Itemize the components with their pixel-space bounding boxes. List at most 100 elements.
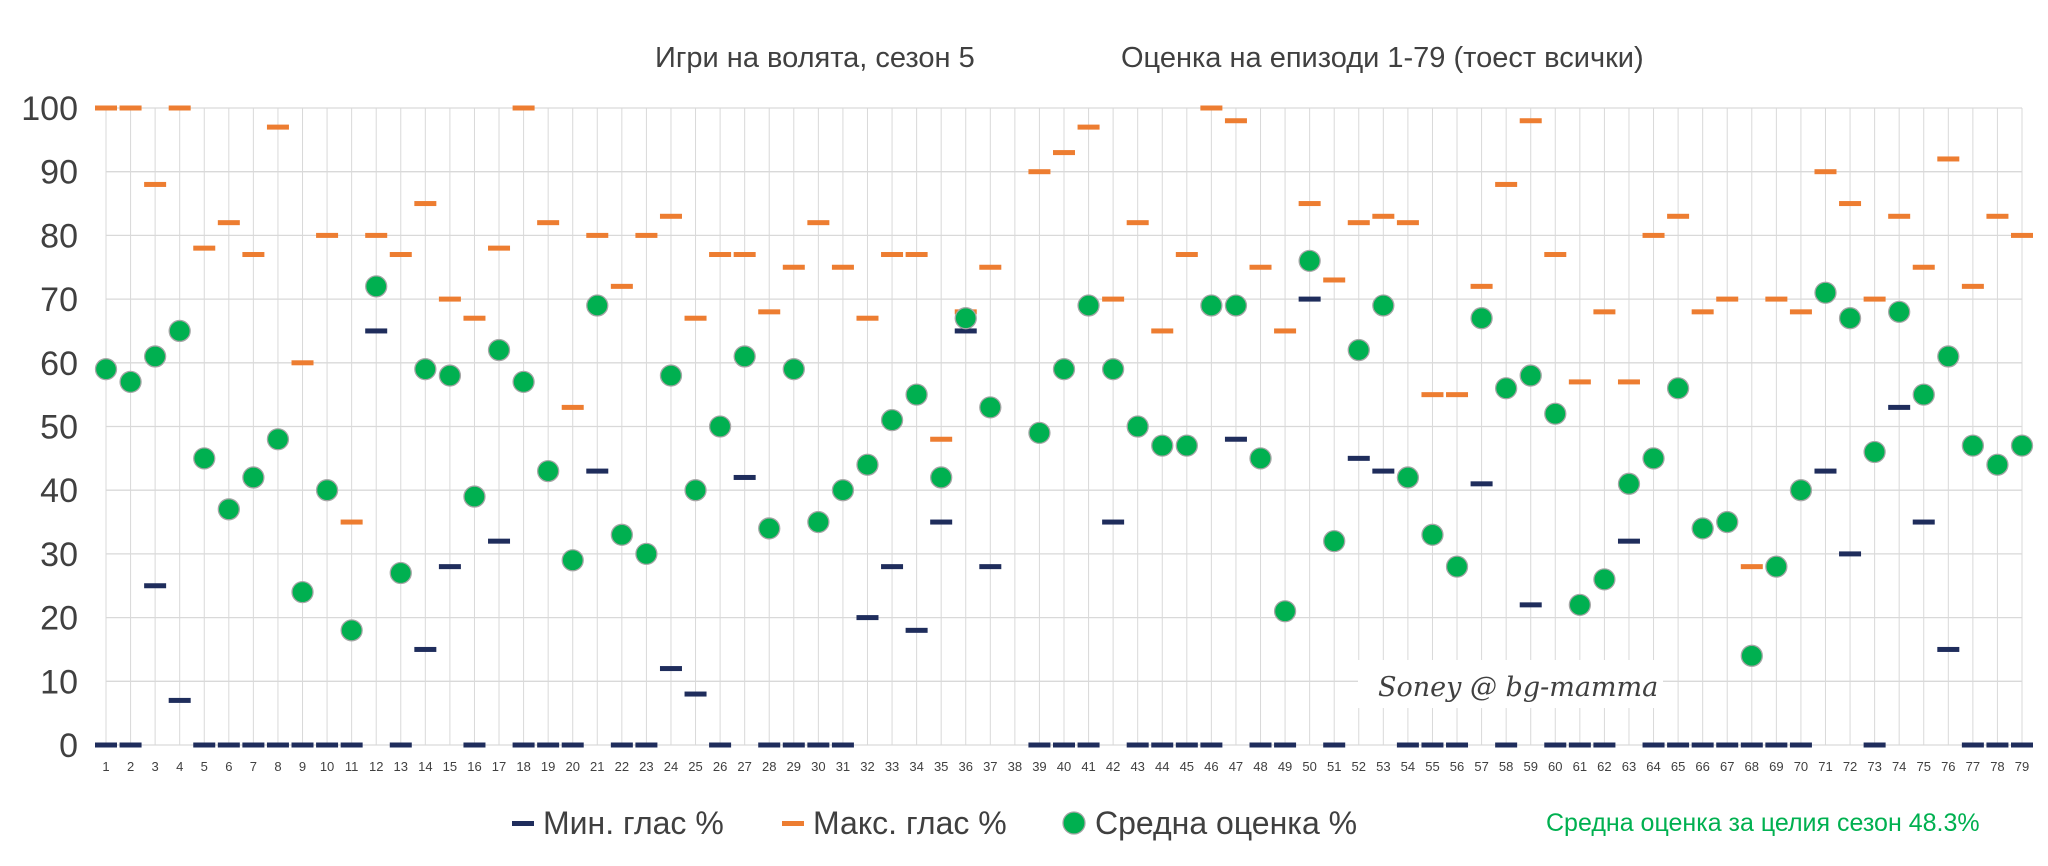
x-tick-label: 48 bbox=[1253, 759, 1267, 774]
average-rating-point bbox=[1740, 644, 1763, 667]
min-vote-marker bbox=[1175, 742, 1198, 748]
average-rating-point bbox=[1249, 447, 1272, 470]
min-vote-marker bbox=[1937, 646, 1960, 652]
y-tick-label: 40 bbox=[40, 472, 78, 510]
min-vote-marker bbox=[684, 691, 707, 697]
x-tick-label: 65 bbox=[1671, 759, 1685, 774]
average-rating-point bbox=[1568, 593, 1591, 617]
max-vote-marker bbox=[1593, 309, 1616, 315]
x-tick-label: 61 bbox=[1573, 759, 1587, 774]
max-vote-marker bbox=[242, 252, 265, 258]
x-tick-label: 6 bbox=[225, 759, 232, 774]
average-rating-point bbox=[1421, 523, 1444, 546]
max-vote-marker bbox=[561, 404, 584, 410]
x-tick-label: 60 bbox=[1548, 759, 1562, 774]
x-tick-label: 56 bbox=[1450, 759, 1464, 774]
legend-min-marker bbox=[512, 821, 534, 826]
max-vote-marker bbox=[709, 252, 732, 258]
x-tick-label: 44 bbox=[1155, 759, 1169, 774]
min-vote-marker bbox=[512, 742, 535, 748]
x-tick-label: 3 bbox=[152, 759, 159, 774]
season-average-note: Средна оценка за целия сезон 48.3% bbox=[1546, 809, 1980, 837]
average-rating-point bbox=[1495, 377, 1518, 400]
y-tick-label: 60 bbox=[40, 345, 78, 383]
max-vote-marker bbox=[389, 252, 412, 258]
x-tick-label: 24 bbox=[664, 759, 678, 774]
x-tick-label: 28 bbox=[762, 759, 776, 774]
x-tick-label: 68 bbox=[1745, 759, 1759, 774]
min-vote-marker bbox=[217, 742, 240, 748]
chart-title-show: Игри на волята, сезон 5 bbox=[655, 42, 975, 74]
max-vote-marker bbox=[1519, 118, 1542, 124]
legend-avg-marker bbox=[1062, 811, 1086, 835]
min-vote-marker bbox=[659, 666, 682, 672]
max-vote-marker bbox=[119, 105, 142, 111]
min-vote-marker bbox=[831, 742, 854, 748]
x-tick-label: 47 bbox=[1229, 759, 1243, 774]
min-vote-marker bbox=[1495, 742, 1518, 748]
max-vote-marker bbox=[1102, 296, 1125, 302]
max-vote-marker bbox=[856, 315, 879, 321]
x-tick-label: 46 bbox=[1204, 759, 1218, 774]
x-tick-label: 30 bbox=[811, 759, 825, 774]
average-rating-point bbox=[831, 479, 855, 502]
x-tick-label: 41 bbox=[1081, 759, 1095, 774]
x-tick-label: 7 bbox=[250, 759, 257, 774]
max-vote-marker bbox=[1175, 252, 1198, 258]
max-vote-marker bbox=[1691, 309, 1714, 315]
min-vote-marker bbox=[1617, 538, 1640, 544]
average-rating-point bbox=[487, 338, 511, 362]
x-tick-label: 36 bbox=[959, 759, 973, 774]
x-tick-label: 75 bbox=[1917, 759, 1931, 774]
min-vote-marker bbox=[1912, 519, 1935, 525]
min-vote-marker bbox=[193, 742, 216, 748]
average-rating-point bbox=[1912, 383, 1935, 406]
min-vote-marker bbox=[95, 742, 117, 748]
average-rating-point bbox=[856, 453, 879, 476]
x-tick-label: 2 bbox=[127, 759, 134, 774]
y-tick-label: 80 bbox=[40, 217, 78, 255]
max-vote-marker bbox=[1372, 213, 1395, 219]
watermark-text: Soney @ bg-mamma bbox=[1378, 672, 1658, 703]
average-rating-point bbox=[365, 275, 388, 298]
min-vote-marker bbox=[1986, 742, 2009, 748]
average-rating-point bbox=[414, 358, 437, 381]
max-vote-marker bbox=[1937, 156, 1960, 162]
y-tick-label: 70 bbox=[40, 281, 78, 319]
min-vote-marker bbox=[537, 742, 560, 748]
min-vote-marker bbox=[1961, 742, 1984, 748]
min-vote-marker bbox=[1839, 551, 1862, 557]
max-vote-marker bbox=[586, 232, 609, 238]
average-rating-point bbox=[94, 358, 118, 381]
max-vote-marker bbox=[193, 245, 216, 251]
min-vote-marker bbox=[266, 742, 289, 748]
average-rating-point bbox=[119, 370, 142, 394]
x-tick-label: 73 bbox=[1867, 759, 1881, 774]
max-vote-marker bbox=[1642, 232, 1665, 238]
x-tick-label: 12 bbox=[369, 759, 383, 774]
average-rating-point bbox=[905, 383, 928, 406]
min-vote-marker bbox=[438, 564, 461, 570]
average-rating-point bbox=[1544, 402, 1567, 425]
max-vote-marker bbox=[1298, 201, 1321, 207]
x-tick-label: 37 bbox=[983, 759, 997, 774]
max-vote-marker bbox=[1789, 309, 1812, 315]
chart-title-rating: Оценка на епизоди 1-79 (тоест всички) bbox=[1121, 42, 1644, 74]
min-vote-marker bbox=[733, 474, 756, 480]
min-vote-marker bbox=[1765, 742, 1788, 748]
max-vote-marker bbox=[1126, 220, 1149, 226]
average-rating-point bbox=[2010, 434, 2034, 457]
min-vote-marker bbox=[119, 742, 142, 748]
min-vote-marker bbox=[1544, 742, 1567, 748]
min-vote-marker bbox=[1028, 742, 1051, 748]
average-rating-point bbox=[708, 415, 732, 438]
max-vote-marker bbox=[1544, 252, 1567, 258]
max-vote-marker bbox=[266, 124, 289, 130]
max-vote-marker bbox=[512, 105, 535, 111]
max-vote-marker bbox=[1961, 283, 1984, 289]
y-tick-label: 90 bbox=[40, 154, 78, 192]
average-rating-point bbox=[1642, 447, 1665, 470]
min-vote-marker bbox=[463, 742, 486, 748]
min-vote-marker bbox=[881, 564, 904, 570]
average-rating-point bbox=[1814, 281, 1837, 304]
